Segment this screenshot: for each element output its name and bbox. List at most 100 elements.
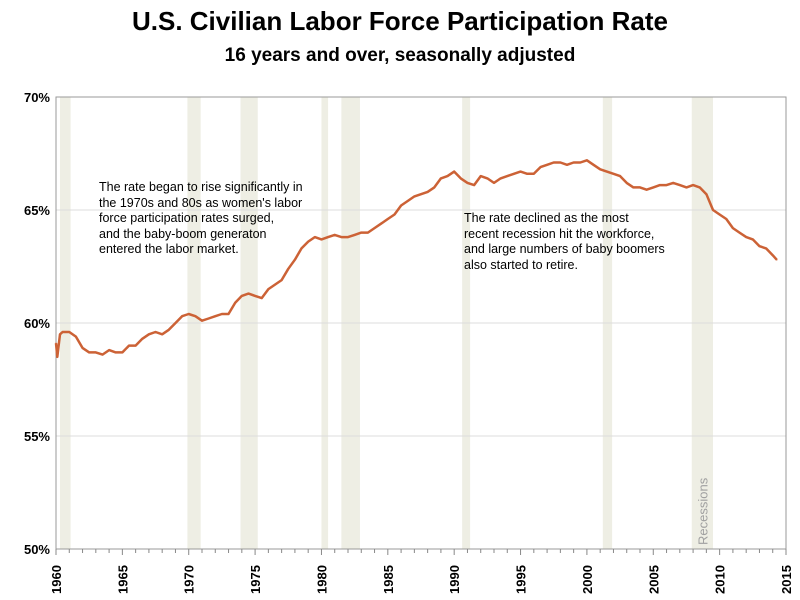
data-point: [274, 283, 276, 286]
data-point: [300, 247, 303, 250]
data-point: [659, 184, 661, 186]
data-point: [619, 175, 621, 177]
x-tick-label: 1960: [49, 565, 64, 594]
data-point: [493, 182, 495, 184]
data-point: [645, 188, 648, 191]
data-point: [679, 184, 681, 186]
data-point: [353, 234, 356, 236]
data-point: [579, 161, 582, 164]
data-point: [207, 317, 210, 320]
data-point: [174, 322, 177, 324]
data-point: [665, 184, 668, 186]
data-point: [752, 238, 754, 241]
data-point: [672, 182, 674, 184]
data-point: [539, 166, 542, 168]
data-point: [267, 288, 270, 290]
data-point: [775, 258, 778, 261]
data-point: [280, 279, 283, 281]
data-point: [121, 351, 124, 354]
data-point: [61, 331, 64, 333]
data-point: [241, 295, 243, 297]
data-point: [586, 159, 588, 162]
data-point: [526, 173, 528, 175]
data-point: [347, 236, 349, 238]
annotation-decline: The rate declined as the most recent rec…: [464, 211, 665, 272]
data-point: [486, 177, 489, 180]
data-point: [639, 186, 641, 189]
data-point: [473, 184, 475, 186]
data-point: [181, 315, 183, 318]
data-point: [247, 292, 250, 295]
data-point: [320, 238, 323, 241]
x-tick-label: 1975: [248, 565, 263, 594]
data-point: [101, 353, 104, 356]
data-point: [108, 349, 110, 351]
x-tick-label: 1990: [447, 565, 462, 594]
data-point: [692, 184, 694, 186]
data-point: [612, 173, 615, 175]
plot-frame: [55, 96, 787, 550]
data-point: [234, 301, 236, 304]
data-point: [59, 333, 61, 336]
data-point: [426, 191, 429, 193]
data-point: [260, 297, 263, 299]
data-point: [294, 258, 296, 261]
data-point: [327, 236, 329, 238]
data-point: [333, 234, 336, 236]
data-point: [758, 245, 761, 247]
y-tick-label: 60%: [24, 316, 50, 331]
x-tick-label: 2015: [779, 565, 794, 594]
data-point: [287, 267, 290, 270]
data-point: [154, 331, 157, 333]
data-point: [187, 313, 190, 315]
data-point: [513, 173, 515, 175]
data-point: [373, 227, 376, 229]
data-point: [314, 236, 316, 238]
data-point: [128, 344, 130, 347]
y-tick-label: 70%: [24, 90, 50, 105]
data-point: [533, 173, 535, 175]
data-point: [559, 161, 562, 164]
data-point: [114, 351, 117, 354]
data-point: [75, 335, 77, 338]
data-point: [632, 186, 635, 189]
data-point: [148, 333, 150, 336]
data-point: [652, 186, 655, 189]
data-point: [56, 356, 59, 358]
data-point: [307, 240, 309, 243]
data-point: [499, 177, 502, 180]
data-point: [201, 319, 203, 322]
data-point: [546, 164, 548, 166]
x-tick-label: 2010: [713, 565, 728, 594]
data-point: [765, 247, 767, 250]
data-point: [519, 170, 522, 173]
data-point: [387, 218, 389, 220]
data-point: [161, 333, 163, 336]
data-point: [400, 204, 402, 207]
data-point: [134, 344, 137, 347]
data-point: [221, 313, 223, 315]
data-point: [141, 338, 144, 340]
data-point: [81, 347, 84, 349]
data-point: [599, 168, 601, 171]
x-tick-label: 1985: [381, 565, 396, 594]
data-point: [214, 315, 217, 318]
data-point: [254, 295, 256, 297]
data-point: [606, 170, 608, 173]
chart-subtitle: 16 years and over, seasonally adjusted: [224, 45, 576, 66]
data-point: [340, 236, 343, 238]
data-point: [572, 161, 575, 164]
data-point: [506, 175, 509, 177]
data-point: [446, 175, 449, 177]
data-point: [698, 186, 701, 189]
data-point: [168, 328, 170, 331]
data-point: [725, 218, 728, 220]
data-point: [433, 186, 436, 189]
data-point: [68, 331, 71, 333]
data-point: [88, 351, 90, 354]
data-point: [194, 315, 197, 318]
y-tick-label: 65%: [24, 203, 50, 218]
x-tick-label: 1995: [514, 565, 529, 594]
data-point: [685, 186, 688, 189]
data-point: [406, 200, 409, 202]
